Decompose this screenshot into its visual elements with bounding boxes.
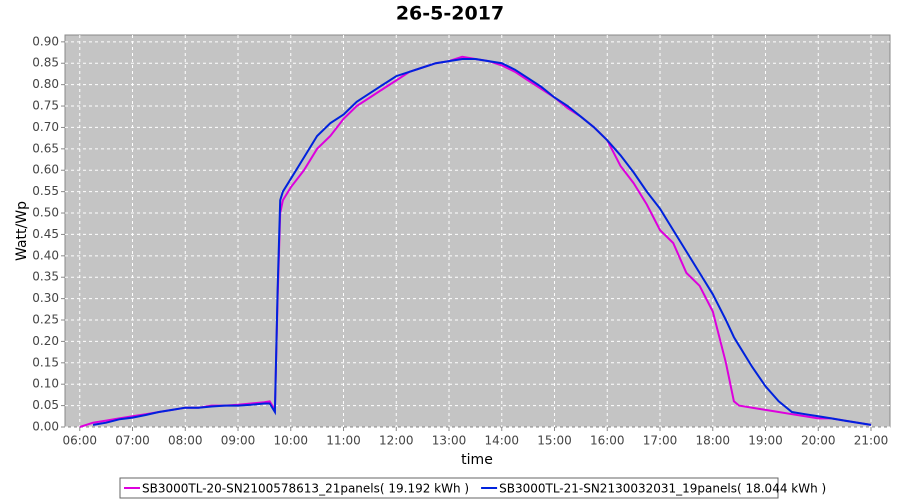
x-tick-label: 07:00 [115, 434, 150, 448]
y-tick-label: 0.25 [32, 313, 59, 327]
x-tick-label: 10:00 [273, 434, 308, 448]
y-tick-label: 0.40 [32, 248, 59, 262]
y-tick-label: 0.15 [32, 355, 59, 369]
y-tick-label: 0.35 [32, 270, 59, 284]
y-tick-label: 0.30 [32, 291, 59, 305]
x-tick-label: 19:00 [748, 434, 783, 448]
x-tick-label: 14:00 [484, 434, 519, 448]
x-tick-label: 16:00 [590, 434, 625, 448]
legend [119, 477, 779, 499]
x-tick-label: 18:00 [695, 434, 730, 448]
y-tick-label: 0.60 [32, 163, 59, 177]
chart-title: 26-5-2017 [396, 3, 504, 25]
x-axis-label: time [461, 452, 493, 468]
x-tick-label: 13:00 [432, 434, 467, 448]
x-tick-label: 20:00 [801, 434, 836, 448]
y-tick-label: 0.75 [32, 99, 59, 113]
legend-label: SB3000TL-21-SN2130032031_19panels( 18.04… [499, 482, 826, 496]
x-tick-label: 06:00 [62, 434, 97, 448]
y-tick-label: 0.20 [32, 334, 59, 348]
y-tick-label: 0.05 [32, 398, 59, 412]
x-tick-label: 17:00 [643, 434, 678, 448]
plot-area [64, 34, 891, 428]
y-tick-label: 0.90 [32, 34, 59, 48]
y-axis-label: Watt/Wp [14, 201, 30, 261]
y-tick-label: 0.85 [32, 56, 59, 70]
series-line [92, 58, 872, 426]
y-tick-label: 0.80 [32, 77, 59, 91]
x-tick-label: 21:00 [854, 434, 889, 448]
x-tick-label: 15:00 [537, 434, 572, 448]
x-tick-label: 09:00 [221, 434, 256, 448]
y-tick-label: 0.50 [32, 206, 59, 220]
y-tick-label: 0.55 [32, 184, 59, 198]
x-tick-label: 12:00 [379, 434, 414, 448]
y-tick-label: 0.65 [32, 141, 59, 155]
x-tick-label: 11:00 [326, 434, 361, 448]
legend-label: SB3000TL-20-SN2100578613_21panels( 19.19… [142, 482, 469, 496]
y-tick-label: 0.10 [32, 377, 59, 391]
y-tick-label: 0.45 [32, 227, 59, 241]
y-tick-label: 0.70 [32, 120, 59, 134]
y-tick-label: 0.00 [32, 420, 59, 434]
x-tick-label: 08:00 [168, 434, 203, 448]
